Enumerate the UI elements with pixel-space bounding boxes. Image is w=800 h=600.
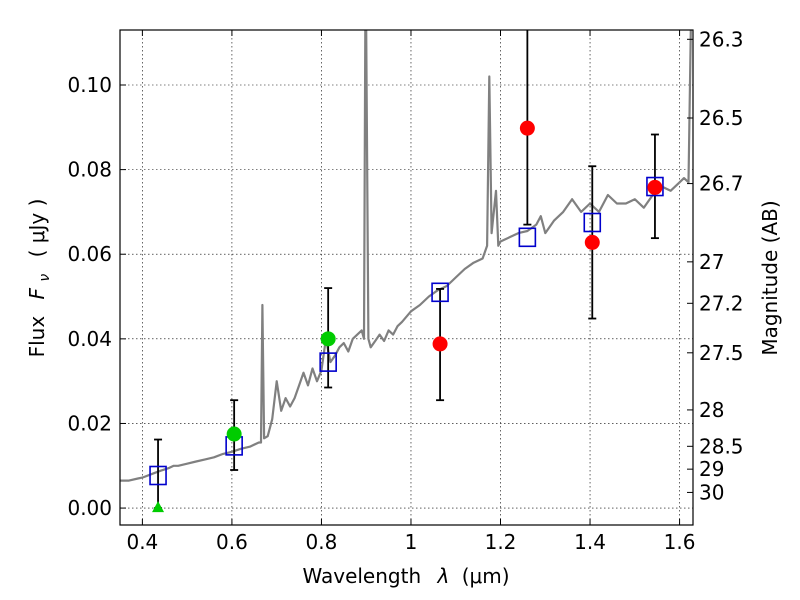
y-tick-label: 0.02 <box>67 411 112 435</box>
model-photometry-square <box>518 227 537 248</box>
upper-limit-triangle <box>152 501 165 513</box>
model-photometry-square <box>583 212 602 233</box>
y2-tick-label: 27 <box>699 250 724 274</box>
x-tick-label: 1.6 <box>664 530 696 554</box>
detection-point <box>320 331 336 347</box>
y-tick-label: 0.08 <box>67 158 112 182</box>
y2-tick-label: 30 <box>699 480 724 504</box>
y-axis-label-subscript: ν <box>37 274 53 282</box>
y2-tick-label: 29 <box>699 457 724 481</box>
model-photometry-layer <box>149 176 664 486</box>
detection-point <box>226 426 242 442</box>
model-photometry-square <box>319 352 337 372</box>
y2-tick-label: 27.2 <box>699 291 744 315</box>
x-axis-label: Wavelength λ (μm) <box>302 564 509 588</box>
x-tick-label: 0.6 <box>216 530 248 554</box>
model-spectrum-line <box>120 30 692 482</box>
detection-point <box>519 120 535 136</box>
y-axis-label-symbol: F <box>25 287 49 299</box>
y2-tick-label: 28 <box>699 398 724 422</box>
y-axis-label-text: Flux <box>25 316 49 358</box>
y2-tick-label: 26.5 <box>699 106 744 130</box>
x-axis-label-symbol: λ <box>437 564 450 588</box>
ticks: 0.4 0.6 0.8 1 1.2 1.4 1.6 0.00 0.02 0.04 0.06 0.08 0… <box>67 27 743 554</box>
grid <box>120 30 693 525</box>
y2-tick-label: 27.5 <box>699 341 744 365</box>
y2-axis-label: Magnitude (AB) <box>758 200 782 355</box>
x-tick-label: 0.4 <box>126 530 158 554</box>
y-axis-label-unit: ( μJy ) <box>25 199 49 258</box>
detection-point <box>647 179 663 195</box>
y2-tick-label: 26.3 <box>699 27 744 51</box>
plot-frame <box>119 29 694 526</box>
x-tick-label: 1.2 <box>485 530 517 554</box>
model-photometry-square <box>431 282 449 303</box>
y-axis-label: Flux F ν ( μJy ) <box>25 199 54 358</box>
model-photometry-square <box>646 176 664 197</box>
detections-layer <box>152 120 663 513</box>
x-tick-label: 1.4 <box>574 530 606 554</box>
x-axis-label-unit: (μm) <box>462 564 510 588</box>
y2-tick-label: 26.7 <box>699 172 744 196</box>
model-photometry-square <box>149 465 167 486</box>
y2-tick-label: 28.5 <box>699 434 744 458</box>
detection-point <box>432 336 448 352</box>
y-tick-label: 0.04 <box>67 327 112 351</box>
y-tick-label: 0.00 <box>67 496 112 520</box>
x-tick-label: 0.8 <box>306 530 338 554</box>
x-tick-label: 1 <box>405 530 418 554</box>
detection-point <box>584 234 600 250</box>
y-tick-label: 0.10 <box>67 73 112 97</box>
y-tick-label: 0.06 <box>67 242 112 266</box>
x-axis-label-text: Wavelength <box>302 564 421 588</box>
model-spectrum-layer <box>120 30 692 482</box>
